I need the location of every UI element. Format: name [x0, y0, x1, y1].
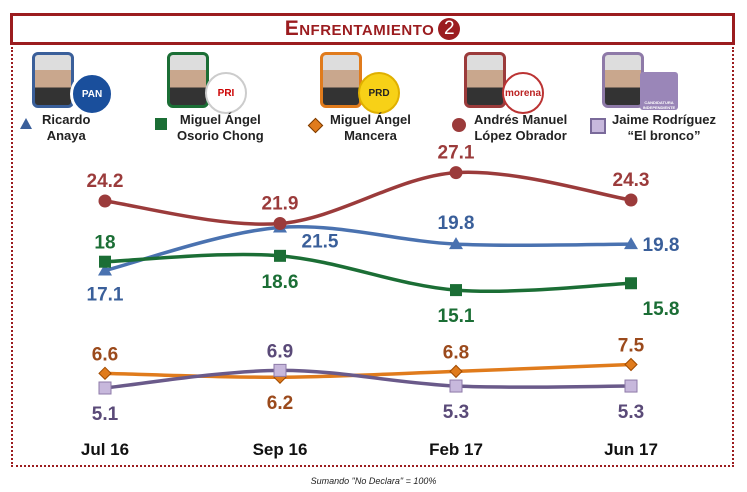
candidate-name: Miguel Ángel Mancera [330, 112, 411, 144]
candidate-name-line: López Obrador [474, 128, 567, 143]
data-point [449, 237, 463, 250]
party-logo: PRD [358, 72, 400, 114]
series-line [104, 225, 632, 273]
candidate-name-line: Anaya [46, 128, 86, 143]
data-point [450, 284, 462, 297]
party-logo: morena [502, 72, 544, 114]
data-label: 6.2 [267, 393, 293, 414]
candidate-name-line: Andrés Manuel [474, 112, 568, 127]
dotted-frame [11, 47, 734, 467]
square-marker-icon [155, 118, 167, 130]
data-label: 15.8 [643, 299, 680, 320]
data-label: 27.1 [438, 143, 475, 164]
series-line [104, 252, 632, 293]
data-label: 18.6 [262, 272, 299, 293]
data-point [273, 217, 287, 231]
data-label: 24.3 [613, 170, 650, 191]
data-label: 21.9 [262, 194, 299, 215]
data-label: 6.9 [267, 341, 293, 362]
data-label: 7.5 [618, 336, 645, 357]
title-box: Enfrentamiento 2 [10, 13, 735, 45]
data-label: 19.8 [438, 213, 475, 234]
data-point [624, 379, 638, 393]
data-point [625, 277, 637, 290]
candidate-name: Miguel Ángel Osorio Chong [177, 112, 264, 144]
data-point [98, 381, 112, 395]
data-point [98, 194, 112, 208]
data-point [98, 263, 112, 276]
x-tick-label: Feb 17 [429, 440, 483, 459]
candidate-photo [464, 52, 506, 108]
data-label: 5.3 [443, 402, 469, 423]
candidate-name-line: Mancera [344, 128, 397, 143]
candidate-name-line: “El bronco” [627, 128, 701, 143]
party-logo: CANDIDATURA INDEPENDIENTE [640, 72, 678, 110]
chart-title: Enfrentamiento [284, 17, 435, 40]
data-point [273, 363, 287, 377]
candidate-photo [167, 52, 209, 108]
party-logo: PRI [205, 72, 247, 114]
data-point [98, 366, 112, 381]
footnote: Sumando "No Declara" = 100% [310, 476, 437, 486]
party-logo: PAN [70, 72, 114, 116]
title-number-badge: 2 [438, 18, 461, 40]
data-label: 19.8 [643, 235, 680, 256]
circle-marker-icon [452, 118, 466, 132]
data-point [449, 379, 463, 393]
candidate-name-line: Osorio Chong [177, 128, 264, 143]
data-label: 6.6 [92, 344, 118, 365]
series-line [104, 362, 632, 379]
x-tick-label: Jun 17 [604, 440, 658, 459]
candidate-name: Ricardo Anaya [42, 112, 90, 144]
data-label: 17.1 [87, 285, 124, 306]
candidate-name: Jaime Rodríguez “El bronco” [612, 112, 716, 144]
data-label: 5.1 [92, 404, 119, 425]
data-label: 18 [94, 233, 115, 254]
data-point [449, 166, 463, 180]
data-point [274, 249, 286, 262]
data-label: 24.2 [87, 171, 124, 192]
data-point [99, 255, 111, 268]
data-label: 5.3 [618, 402, 644, 423]
series-line [104, 368, 632, 390]
data-label: 15.1 [438, 306, 475, 327]
data-label: 6.8 [443, 342, 469, 363]
candidate-name: Andrés Manuel López Obrador [474, 112, 567, 144]
candidate-name-line: Ricardo [42, 112, 91, 127]
square-marker-icon [590, 118, 606, 134]
candidate-photo [32, 52, 74, 108]
triangle-marker-icon [20, 118, 32, 129]
candidate-name-line: Jaime Rodríguez [612, 112, 717, 127]
x-tick-label: Jul 16 [81, 440, 129, 459]
data-point [449, 364, 463, 379]
candidate-name-line: Miguel Ángel [179, 112, 261, 127]
x-tick-label: Sep 16 [253, 440, 308, 459]
data-label: 21.5 [302, 231, 339, 252]
data-point [624, 193, 638, 207]
series-line [104, 170, 632, 226]
candidate-name-line: Miguel Ángel [330, 112, 411, 127]
data-point [624, 357, 638, 372]
candidate-photo [320, 52, 362, 108]
candidate-photo [602, 52, 644, 108]
data-point [624, 237, 638, 250]
